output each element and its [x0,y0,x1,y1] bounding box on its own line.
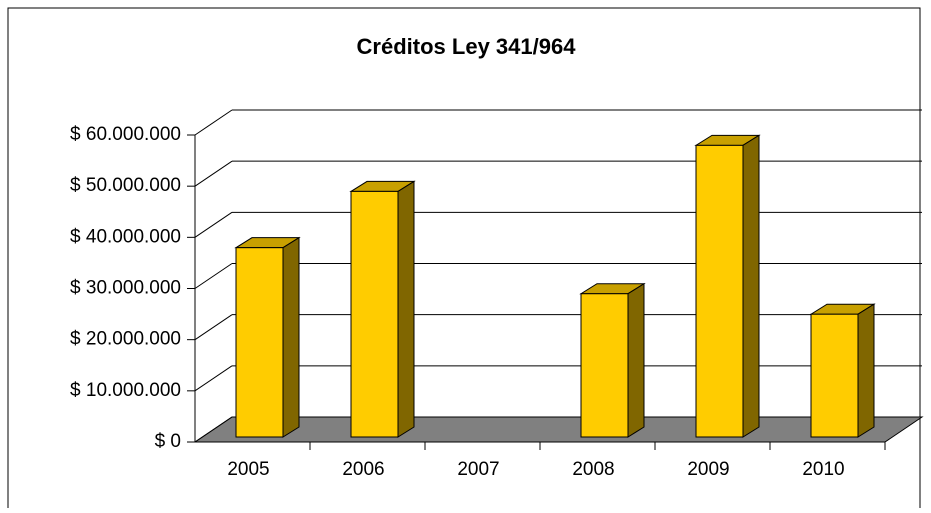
grid-line-side [194,416,233,443]
bar [235,247,284,438]
x-tick-label: 2007 [457,459,499,480]
bar [580,293,629,438]
bar-side [857,303,875,438]
bar-side [627,282,645,438]
bar-side [282,236,300,438]
y-tick-label: $ 30.000.000 [70,278,181,299]
bar [350,190,399,438]
grid-line-side [194,263,233,289]
grid-line-side [194,211,233,238]
y-tick-label: $ 0 [155,431,181,452]
bar-side [397,180,415,438]
grid-line-side [194,160,233,187]
x-tick-label: 2005 [227,459,269,480]
x-tick-label: 2009 [687,459,729,480]
chart-title: Créditos Ley 341/964 [357,34,577,59]
x-tick-label: 2006 [342,459,384,480]
x-tick-label: 2008 [572,459,614,480]
x-tick-label: 2010 [802,459,844,480]
y-tick-label: $ 50.000.000 [70,175,181,196]
grid-line-side [194,365,233,392]
bar [810,313,859,438]
grid-line-side [194,314,233,341]
y-tick-label: $ 60.000.000 [70,124,181,145]
y-tick-label: $ 20.000.000 [70,329,181,350]
y-tick-label: $ 10.000.000 [70,380,181,401]
bar-side [742,134,760,438]
bar [695,144,744,438]
grid-line-side [194,109,233,136]
y-tick-label: $ 40.000.000 [70,226,181,247]
